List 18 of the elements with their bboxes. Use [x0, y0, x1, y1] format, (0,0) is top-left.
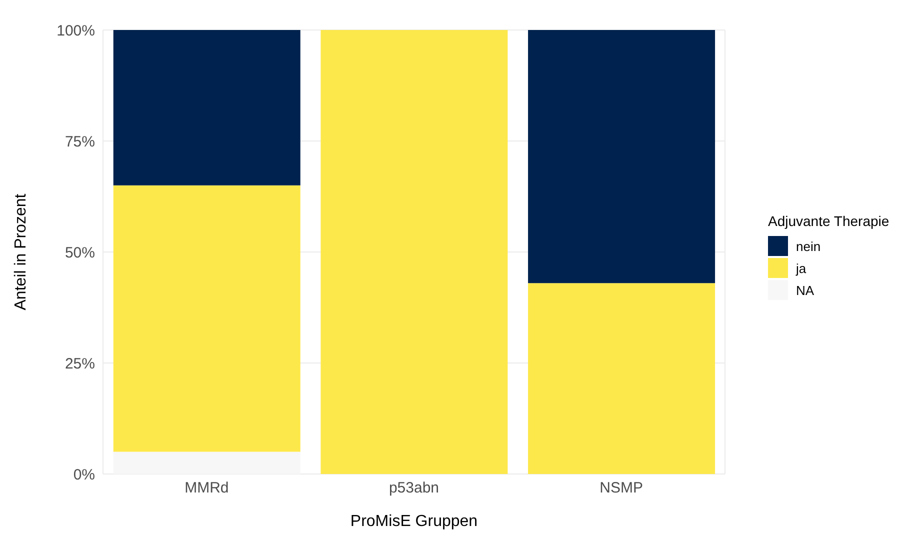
- x-tick-label: MMRd: [184, 480, 229, 497]
- y-tick-label: 0%: [73, 466, 95, 484]
- y-axis-title: Anteil in Prozent: [12, 193, 30, 310]
- bar: [113, 30, 300, 186]
- legend-label: ja: [796, 260, 806, 276]
- y-tick-label: 75%: [64, 133, 95, 150]
- bar: [528, 30, 716, 284]
- bar: [320, 30, 508, 474]
- legend-label: nein: [796, 238, 821, 254]
- y-tick-label: 50%: [64, 244, 95, 262]
- legend-label: NA: [796, 282, 814, 298]
- x-axis-title: ProMisE Gruppen: [350, 513, 478, 530]
- bar: [528, 283, 716, 474]
- y-tick-label: 100%: [56, 22, 95, 40]
- x-tick-label: p53abn: [388, 480, 440, 497]
- x-tick-label: NSMP: [600, 480, 644, 497]
- y-tick-label: 25%: [64, 355, 95, 372]
- legend-title: Adjuvante Therapie: [768, 213, 890, 229]
